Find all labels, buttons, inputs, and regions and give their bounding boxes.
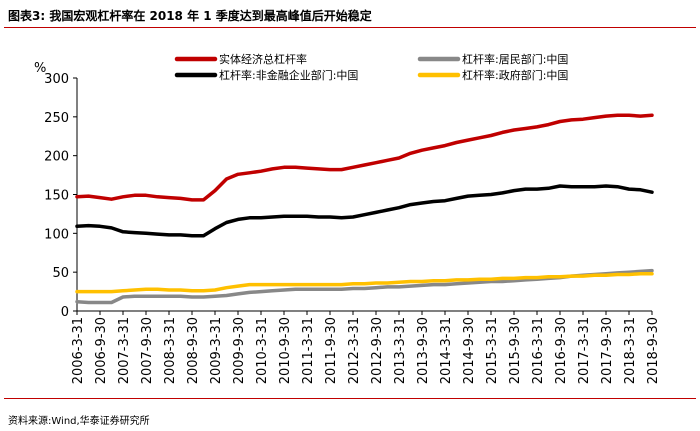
x-tick-label: 2016-3-31 [531, 317, 546, 384]
x-tick-label: 2012-9-30 [370, 317, 385, 384]
x-tick-label: 2007-3-31 [117, 317, 132, 384]
chart-title: 图表3: 我国宏观杠杆率在 2018 年 1 季度达到最高峰值后开始稳定 [8, 9, 372, 23]
y-unit-label: % [34, 61, 46, 76]
footer-rule [4, 398, 696, 399]
x-tick-label: 2015-9-30 [508, 317, 523, 384]
x-tick-label: 2010-3-31 [255, 317, 270, 384]
y-tick-label: 300 [44, 72, 69, 87]
y-tick-label: 0 [61, 305, 69, 320]
x-tick-label: 2007-9-30 [140, 317, 155, 384]
x-tick-label: 2011-9-30 [324, 317, 339, 384]
x-tick-label: 2018-3-31 [623, 317, 638, 384]
x-tick-label: 2017-3-31 [577, 317, 592, 384]
x-tick-label: 2012-3-31 [347, 317, 362, 384]
line-chart: 0 50 100 150 200 250 300% 2006-3-31 2006-9-30 200… [34, 52, 661, 384]
x-tick-label: 2016-9-30 [554, 317, 569, 384]
x-tick-label: 2008-3-31 [163, 317, 178, 384]
x-tick-label: 2017-9-30 [600, 317, 615, 384]
series-line [75, 184, 654, 238]
x-tick-label: 2015-3-31 [485, 317, 500, 384]
title-rule [4, 27, 696, 28]
legend-label: 杠杆率:居民部门:中国 [462, 52, 568, 66]
y-tick-label: 250 [44, 111, 69, 126]
x-tick-label: 2014-9-30 [462, 317, 477, 384]
legend-label: 杠杆率:政府部门:中国 [462, 68, 568, 82]
x-tick-label: 2008-9-30 [186, 317, 201, 384]
x-tick-label: 2006-3-31 [71, 317, 86, 384]
x-tick-label: 2014-3-31 [439, 317, 454, 384]
x-tick-label: 2006-9-30 [94, 317, 109, 384]
x-tick-label: 2013-9-30 [416, 317, 431, 384]
axes: 0 50 100 150 200 250 300% 2006-3-31 2006-9-30 200… [34, 61, 661, 384]
x-tick-label: 2011-3-31 [301, 317, 316, 384]
source-note: 资料来源:Wind,华泰证券研究所 [8, 416, 150, 427]
y-tick-label: 100 [44, 227, 69, 242]
x-tick-label: 2010-9-30 [278, 317, 293, 384]
legend-label: 杠杆率:非金融企业部门:中国 [219, 68, 358, 82]
y-tick-label: 50 [52, 266, 69, 281]
x-tick-label: 2009-9-30 [232, 317, 247, 384]
series-line [75, 113, 654, 202]
x-tick-label: 2018-9-30 [646, 317, 661, 384]
x-tick-label: 2009-3-31 [209, 317, 224, 384]
series-lines [75, 113, 654, 305]
legend-label: 实体经济总杠杆率 [219, 52, 307, 66]
y-tick-label: 200 [44, 150, 69, 165]
x-tick-label: 2013-3-31 [393, 317, 408, 384]
y-tick-label: 150 [44, 189, 69, 204]
series-line [75, 271, 654, 294]
